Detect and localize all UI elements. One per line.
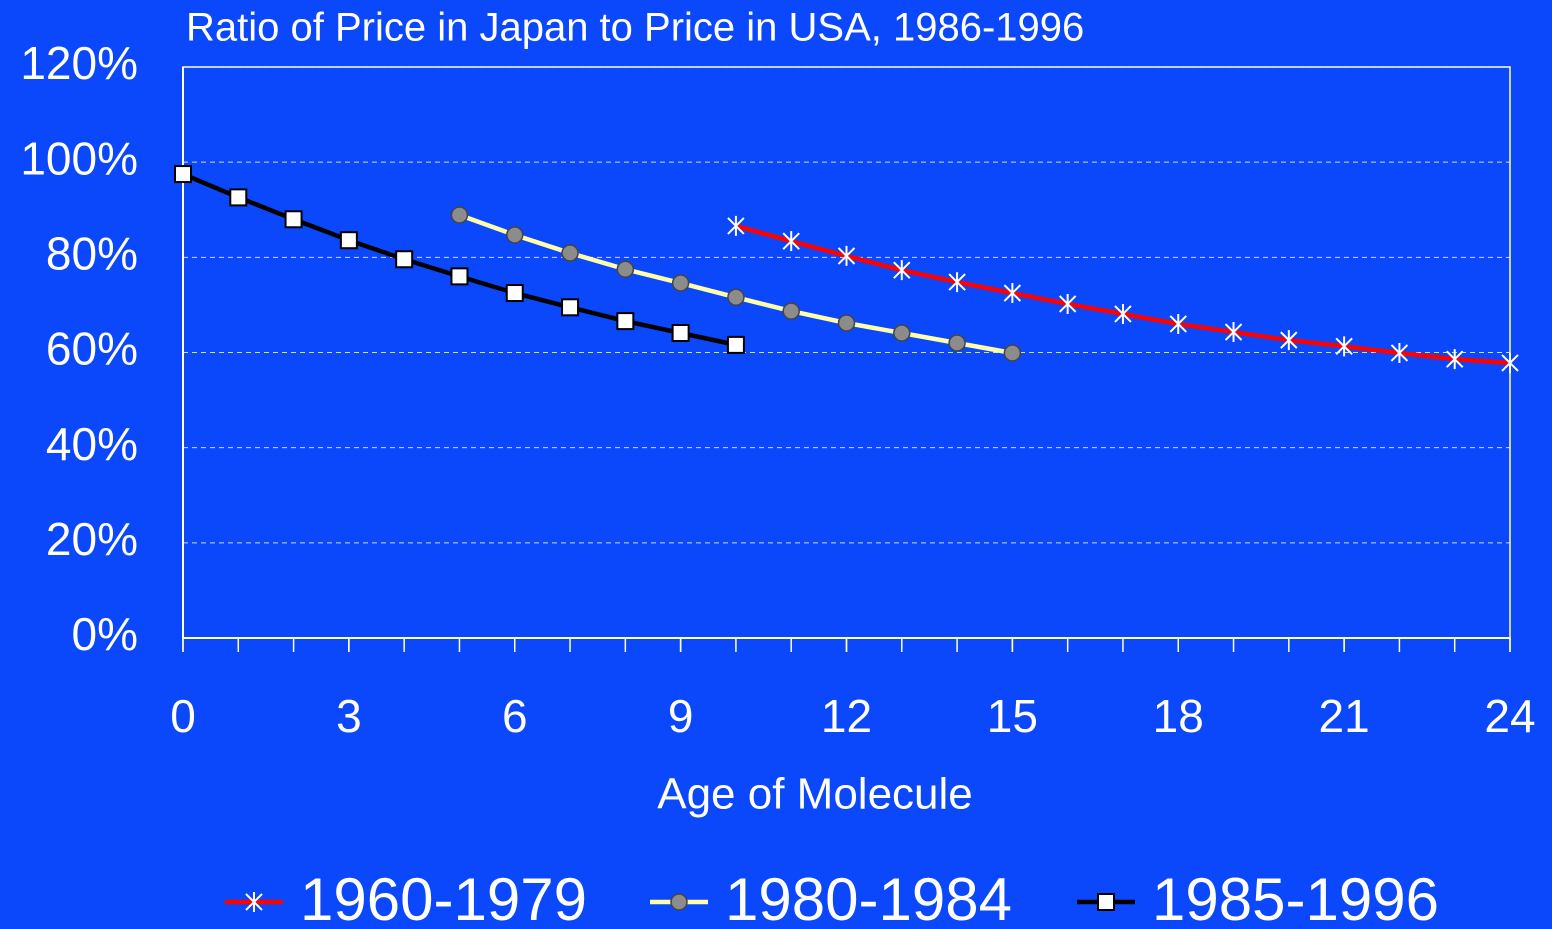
x-tick-label: 18 [1153, 690, 1204, 742]
marker [450, 267, 469, 286]
marker [1390, 342, 1409, 363]
marker [1058, 293, 1077, 314]
y-tick-label: 0% [72, 608, 138, 660]
marker [670, 893, 688, 911]
marker [450, 206, 469, 224]
marker [561, 244, 579, 262]
chart-title: Ratio of Price in Japan to Price in USA,… [186, 6, 1084, 50]
y-tick-label: 20% [46, 513, 138, 565]
marker [1280, 330, 1298, 351]
legend-label: 1985-1996 [1152, 866, 1439, 929]
marker [948, 334, 966, 352]
marker [1114, 303, 1132, 324]
legend-item: 1960-1979 [225, 866, 587, 929]
marker [948, 272, 966, 293]
y-tick-label: 120% [20, 37, 138, 89]
marker [505, 284, 524, 303]
legend-label: 1960-1979 [300, 866, 587, 929]
marker [727, 288, 745, 307]
marker [1446, 349, 1464, 370]
marker [395, 250, 414, 269]
marker [893, 260, 911, 281]
x-tick-label: 21 [1319, 690, 1370, 742]
marker [1003, 344, 1022, 362]
x-tick-label: 12 [821, 690, 872, 742]
marker [1169, 313, 1187, 334]
legend-label: 1980-1984 [725, 866, 1012, 929]
marker [616, 260, 635, 278]
marker [1335, 336, 1353, 357]
marker [1097, 893, 1115, 911]
marker [506, 226, 524, 244]
y-tick-label: 100% [20, 132, 138, 184]
marker [837, 314, 856, 332]
legend-item: 1985-1996 [1077, 866, 1439, 929]
x-axis-title: Age of Molecule [657, 770, 973, 819]
marker [782, 302, 800, 320]
x-tick-label: 24 [1484, 690, 1535, 742]
x-tick-label: 0 [170, 690, 196, 742]
marker [893, 324, 911, 342]
y-tick-label: 40% [46, 418, 138, 470]
x-tick-label: 3 [336, 690, 362, 742]
marker [727, 215, 745, 236]
x-tick-label: 9 [668, 690, 694, 742]
marker [245, 892, 263, 912]
marker [616, 312, 635, 331]
marker [561, 298, 580, 317]
marker [671, 323, 690, 342]
x-tick-label: 15 [987, 690, 1038, 742]
marker [174, 165, 192, 184]
y-tick-label: 80% [46, 227, 138, 279]
marker [782, 231, 800, 252]
marker [1003, 283, 1022, 304]
x-tick-label: 6 [502, 690, 528, 742]
marker [284, 210, 303, 229]
marker [1501, 352, 1519, 373]
marker [339, 231, 358, 250]
y-tick-label: 60% [46, 323, 138, 375]
marker [837, 245, 856, 266]
marker [229, 188, 248, 207]
marker [726, 335, 745, 354]
marker [671, 274, 690, 292]
legend-item: 1980-1984 [650, 866, 1012, 929]
marker [1224, 322, 1243, 343]
